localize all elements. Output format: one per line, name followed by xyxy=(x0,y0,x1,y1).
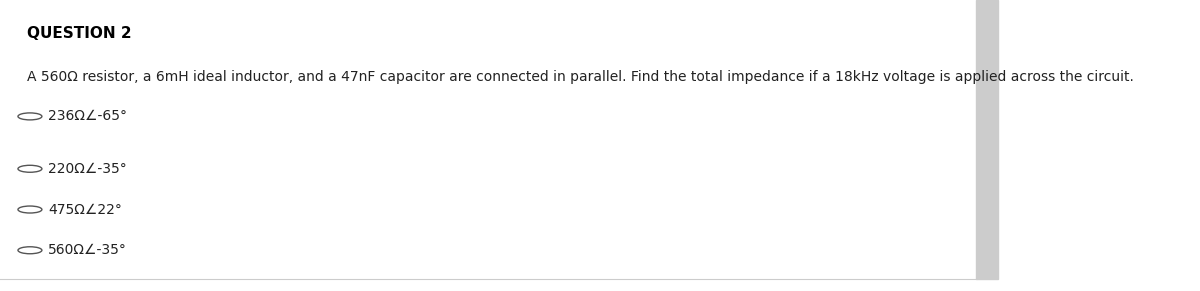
Text: A 560Ω resistor, a 6mH ideal inductor, and a 47nF capacitor are connected in par: A 560Ω resistor, a 6mH ideal inductor, a… xyxy=(26,70,1134,84)
Text: QUESTION 2: QUESTION 2 xyxy=(26,26,132,41)
Text: 220Ω∠-35°: 220Ω∠-35° xyxy=(48,162,127,176)
Text: 560Ω∠-35°: 560Ω∠-35° xyxy=(48,243,127,257)
Text: 475Ω∠22°: 475Ω∠22° xyxy=(48,203,121,217)
Bar xyxy=(976,0,998,279)
Text: 236Ω∠-65°: 236Ω∠-65° xyxy=(48,109,127,123)
